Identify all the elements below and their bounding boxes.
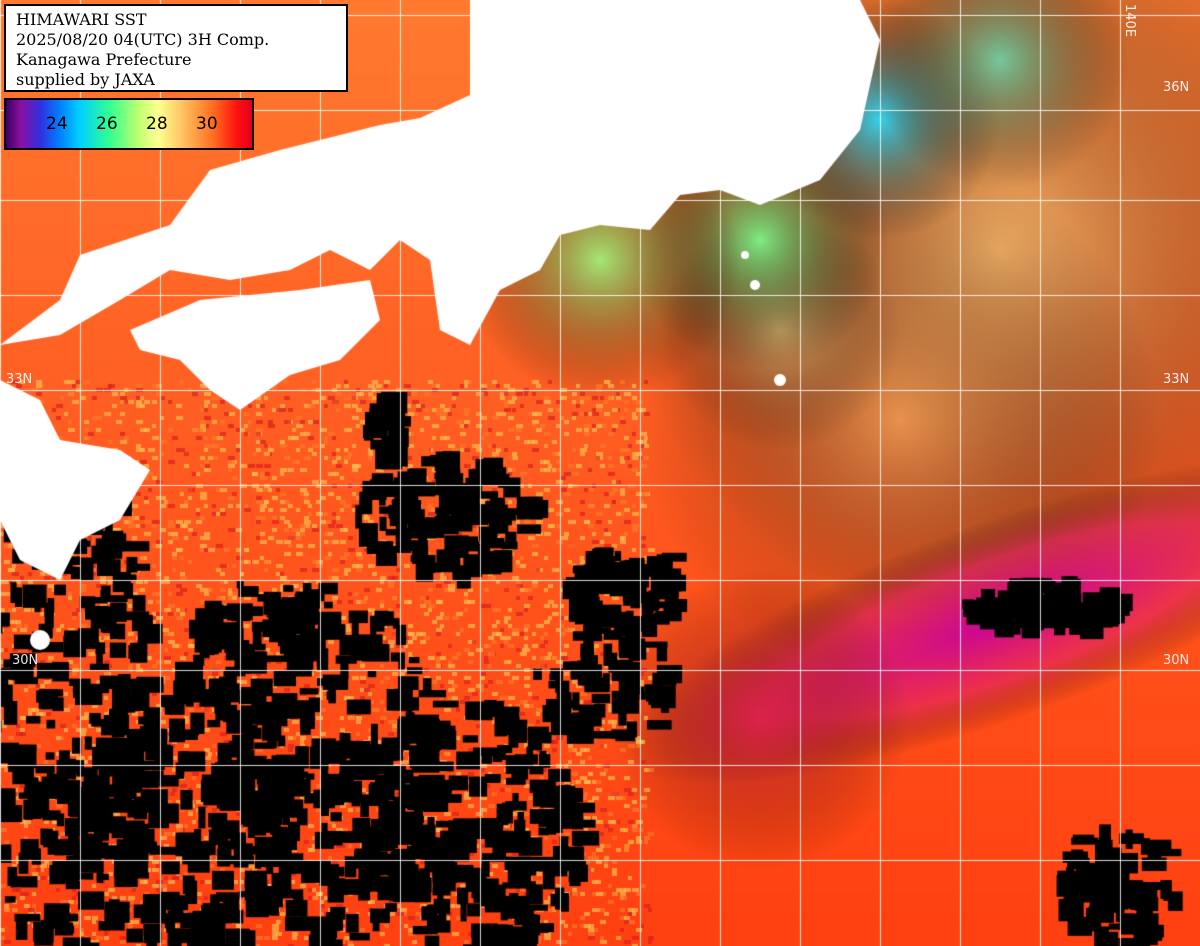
map-datetime: 2025/08/20 04(UTC) 3H Comp. — [16, 30, 270, 49]
map-info-box: HIMAWARI SST 2025/08/20 04(UTC) 3H Comp.… — [4, 4, 348, 92]
longitude-label-140e: 140E — [1122, 4, 1137, 38]
map-credit: supplied by JAXA — [16, 70, 155, 89]
latitude-label-30n-left: 30N — [12, 653, 39, 668]
colorbar-tick-28: 28 — [146, 114, 168, 134]
colorbar-tick-30: 30 — [196, 114, 218, 134]
latitude-label-33n-left: 33N — [6, 372, 33, 387]
temperature-colorbar: 24 26 28 30 — [4, 98, 254, 150]
map-region: Kanagawa Prefecture — [16, 50, 192, 69]
latitude-label-33n-right: 33N — [1163, 372, 1190, 387]
map-title: HIMAWARI SST — [16, 10, 147, 29]
colorbar-tick-24: 24 — [46, 114, 68, 134]
colorbar-tick-26: 26 — [96, 114, 118, 134]
latitude-label-36n: 36N — [1163, 80, 1190, 95]
longitude-label-136e: 136E — [482, 4, 497, 38]
latitude-label-30n-right: 30N — [1163, 653, 1190, 668]
